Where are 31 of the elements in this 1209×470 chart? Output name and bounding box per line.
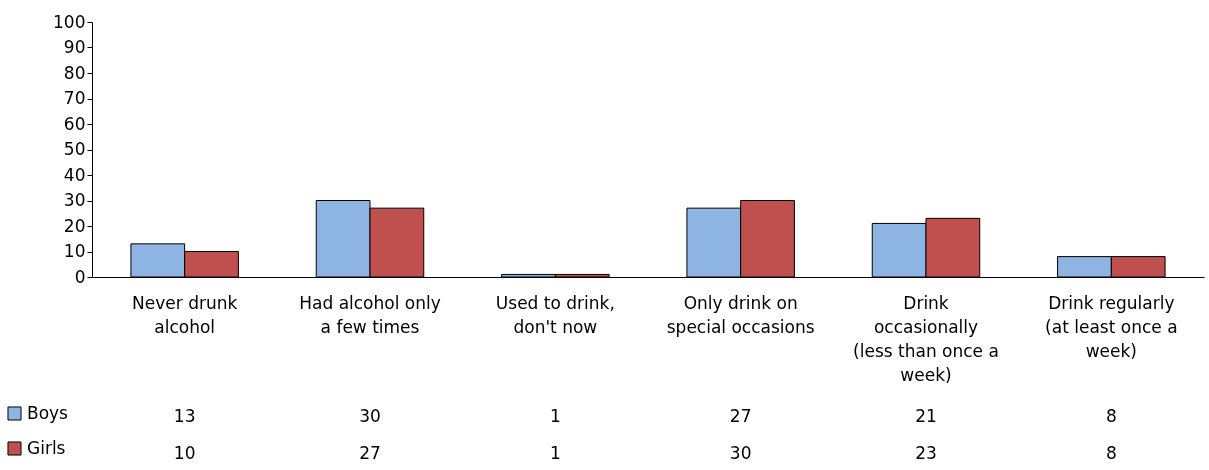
- y-tick-label: 30: [63, 190, 86, 210]
- y-tick-label: 50: [63, 139, 86, 159]
- y-tick-label: 40: [63, 164, 86, 185]
- x-tick-label: Only drink on special occasions: [666, 292, 815, 337]
- data-label: 21: [915, 406, 937, 426]
- x-tick-label: Drink occasionally (less than once a week): [853, 292, 999, 385]
- data-label: 23: [915, 443, 937, 463]
- y-tick-label: 70: [63, 88, 86, 108]
- data-label: 13: [173, 406, 196, 426]
- x-tick-label: Used to drink, don't now: [495, 292, 615, 337]
- data-label: 10: [173, 443, 196, 463]
- x-tick-label: Had alcohol only a few times: [299, 292, 441, 337]
- y-tick-label: 0: [74, 266, 86, 287]
- data-label: 27: [359, 443, 381, 463]
- legend-label: Boys: [27, 402, 69, 423]
- y-tick-label: 20: [63, 215, 86, 236]
- data-label: 30: [729, 443, 752, 463]
- legend-label: Girls: [27, 437, 66, 458]
- data-label: 30: [359, 406, 381, 426]
- y-tick-label: 80: [63, 62, 86, 83]
- data-label: 8: [1105, 443, 1117, 463]
- y-tick-label: 10: [63, 241, 86, 261]
- y-tick-label: 90: [63, 37, 86, 57]
- data-label: 1: [549, 443, 561, 463]
- data-label: 1: [549, 406, 561, 426]
- y-tick-label: 100: [53, 11, 86, 32]
- data-label: 8: [1105, 406, 1117, 426]
- x-tick-label: Never drunk alcohol: [132, 292, 238, 337]
- data-label: 27: [729, 406, 752, 426]
- y-tick-label: 60: [63, 113, 86, 134]
- x-tick-label: Drink regularly (at least once a week): [1045, 292, 1178, 361]
